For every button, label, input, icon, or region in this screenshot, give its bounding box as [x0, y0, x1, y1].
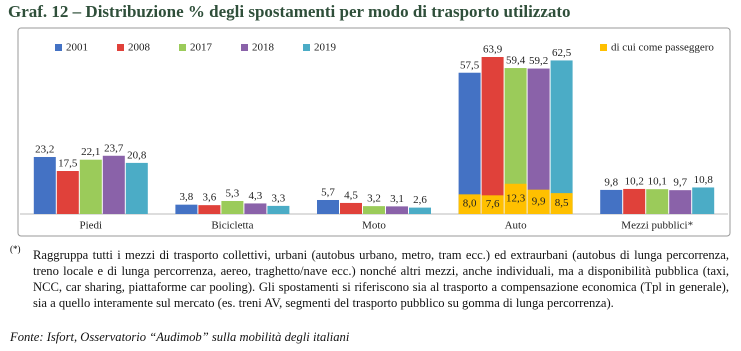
legend-label: 2001 [66, 42, 88, 54]
value-label: 20,8 [127, 149, 147, 161]
x-tick-label: Moto [362, 220, 386, 232]
source: Fonte: Isfort, Osservatorio “Audimob” su… [10, 330, 350, 344]
bar [340, 202, 362, 214]
value-label: 17,5 [58, 158, 78, 170]
bar [623, 188, 646, 214]
value-label: 3,1 [390, 193, 404, 205]
bar [221, 200, 244, 214]
passenger-bar [481, 195, 504, 214]
passenger-label: 8,5 [555, 197, 569, 209]
value-label: 4,5 [344, 189, 358, 201]
value-label: 59,4 [506, 55, 526, 67]
bar [267, 205, 290, 214]
legend-swatch [303, 44, 310, 51]
bar [125, 162, 148, 214]
bar [33, 156, 56, 214]
bar [198, 205, 221, 214]
legend-swatch [600, 44, 607, 51]
passenger-bar [527, 189, 550, 214]
value-label: 5,7 [321, 187, 335, 199]
value-label: 23,7 [104, 142, 124, 154]
bar [669, 190, 692, 214]
passenger-bar [550, 193, 573, 214]
bar [363, 206, 385, 214]
bar [692, 187, 715, 214]
legend-swatch [117, 44, 124, 51]
legend-label: di cui come passeggero [611, 42, 714, 54]
value-label: 3,6 [203, 192, 217, 204]
legend-label: 2017 [190, 42, 213, 54]
value-label: 9,8 [604, 176, 618, 188]
bar [244, 203, 267, 214]
passenger-label: 12,3 [506, 192, 526, 204]
value-label: 3,8 [180, 191, 194, 203]
value-label: 59,2 [529, 55, 548, 67]
passenger-label: 9,9 [532, 195, 546, 207]
x-tick-label: Piedi [79, 220, 102, 232]
bar [504, 68, 527, 214]
bar [79, 159, 102, 214]
value-label: 2,6 [413, 194, 427, 206]
legend-swatch [241, 44, 248, 51]
bar [175, 204, 198, 214]
legend-label: 2008 [128, 42, 151, 54]
x-tick-label: Auto [505, 220, 528, 232]
passenger-bar [458, 194, 481, 214]
legend-swatch [179, 44, 186, 51]
bar [527, 68, 550, 214]
chart-title: Graf. 12 – Distribuzione % degli spostam… [8, 2, 571, 21]
value-label: 10,1 [648, 176, 667, 188]
bar [481, 57, 504, 214]
value-label: 62,5 [552, 47, 572, 59]
value-label: 23,2 [35, 144, 54, 156]
bar [317, 199, 339, 214]
bar [409, 207, 431, 214]
bar [600, 189, 623, 214]
footnote-marker: (*) [10, 244, 21, 254]
bar [56, 171, 79, 214]
plot-frame [17, 27, 731, 237]
footnote: Raggruppa tutti i mezzi di trasporto col… [33, 248, 729, 310]
passenger-bar [504, 183, 527, 214]
passenger-label: 8,0 [463, 198, 477, 210]
value-label: 22,1 [81, 146, 100, 158]
value-label: 9,7 [673, 177, 687, 189]
value-label: 3,2 [367, 193, 381, 205]
value-label: 63,9 [483, 44, 503, 56]
chart: 2001 2008 2017 2018 2019 di cui come passegge… [17, 27, 731, 237]
legend-label: 2018 [252, 42, 275, 54]
value-label: 10,2 [625, 175, 644, 187]
bar [458, 72, 481, 214]
x-tick-label: Bicicletta [211, 220, 253, 232]
legend-swatch [55, 44, 62, 51]
passenger-label: 7,6 [486, 198, 500, 210]
bar [550, 60, 573, 214]
x-tick-label: Mezzi pubblici* [621, 220, 693, 232]
value-label: 5,3 [226, 188, 240, 200]
bar [386, 206, 408, 214]
value-label: 10,8 [694, 174, 714, 186]
bar [102, 155, 125, 214]
legend-label: 2019 [314, 42, 337, 54]
value-label: 57,5 [460, 59, 480, 71]
bar [646, 189, 669, 214]
value-label: 3,3 [272, 192, 286, 204]
value-label: 4,3 [249, 190, 263, 202]
